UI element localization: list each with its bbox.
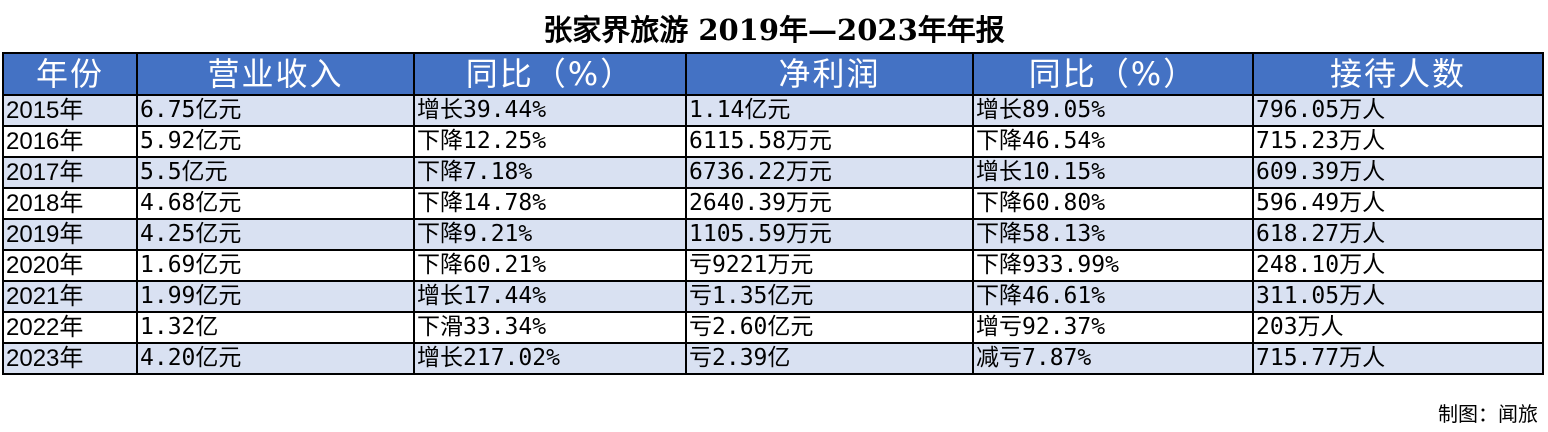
revenue-cell: 4.20亿元 xyxy=(136,342,415,375)
profit-yoy-cell: 减亏7.87% xyxy=(972,342,1254,375)
profit-yoy-cell: 增长10.15% xyxy=(972,156,1254,189)
revenue-yoy-cell: 下降9.21% xyxy=(413,218,687,251)
net-profit-cell: 1.14亿元 xyxy=(685,94,974,127)
visitors-cell: 796.05万人 xyxy=(1252,94,1544,127)
profit-yoy-cell: 下降58.13% xyxy=(972,218,1254,251)
year-cell: 2023年 xyxy=(2,342,138,375)
revenue-yoy-cell: 增长217.02% xyxy=(413,342,687,375)
header-row: 年份 营业收入 同比（%） 净利润 同比（%） 接待人数 xyxy=(2,52,1544,96)
revenue-cell: 4.25亿元 xyxy=(136,218,415,251)
table-row: 2020年 1.69亿元 下降60.21% 亏9221万元 下降933.99% 248.1… xyxy=(2,249,1544,282)
revenue-cell: 1.99亿元 xyxy=(136,280,415,313)
table-row: 2018年 4.68亿元 下降14.78% 2640.39万元 下降60.80% 596.… xyxy=(2,187,1544,220)
revenue-cell: 5.92亿元 xyxy=(136,125,415,158)
table-row: 2021年 1.99亿元 增长17.44% 亏1.35亿元 下降46.61% 311.05… xyxy=(2,280,1544,313)
revenue-cell: 5.5亿元 xyxy=(136,156,415,189)
visitors-cell: 609.39万人 xyxy=(1252,156,1544,189)
profit-yoy-cell: 下降46.61% xyxy=(972,280,1254,313)
header-revenue-yoy: 同比（%） xyxy=(413,52,687,96)
year-cell: 2015年 xyxy=(2,94,138,127)
net-profit-cell: 6115.58万元 xyxy=(685,125,974,158)
page-title: 张家界旅游 2019年—2023年年报 xyxy=(543,13,1005,47)
visitors-cell: 715.77万人 xyxy=(1252,342,1544,375)
revenue-cell: 6.75亿元 xyxy=(136,94,415,127)
year-cell: 2018年 xyxy=(2,187,138,220)
net-profit-cell: 2640.39万元 xyxy=(685,187,974,220)
year-cell: 2016年 xyxy=(2,125,138,158)
revenue-yoy-cell: 下降60.21% xyxy=(413,249,687,282)
year-cell: 2020年 xyxy=(2,249,138,282)
profit-yoy-cell: 增长89.05% xyxy=(972,94,1254,127)
visitors-cell: 715.23万人 xyxy=(1252,125,1544,158)
table-body: 2015年 6.75亿元 增长39.44% 1.14亿元 增长89.05% 796.05万… xyxy=(2,94,1544,375)
revenue-yoy-cell: 下滑33.34% xyxy=(413,311,687,344)
annual-report-table: 年份 营业收入 同比（%） 净利润 同比（%） 接待人数 2015年 6.75亿元… xyxy=(2,52,1544,375)
visitors-cell: 596.49万人 xyxy=(1252,187,1544,220)
header-revenue: 营业收入 xyxy=(136,52,415,96)
table-row: 2019年 4.25亿元 下降9.21% 1105.59万元 下降58.13% 618.2… xyxy=(2,218,1544,251)
revenue-cell: 4.68亿元 xyxy=(136,187,415,220)
credit-label: 制图：闻旅 xyxy=(1438,402,1538,426)
year-cell: 2017年 xyxy=(2,156,138,189)
net-profit-cell: 亏9221万元 xyxy=(685,249,974,282)
profit-yoy-cell: 下降60.80% xyxy=(972,187,1254,220)
profit-yoy-cell: 增亏92.37% xyxy=(972,311,1254,344)
net-profit-cell: 亏1.35亿元 xyxy=(685,280,974,313)
table-row: 2015年 6.75亿元 增长39.44% 1.14亿元 增长89.05% 796.05万… xyxy=(2,94,1544,127)
profit-yoy-cell: 下降933.99% xyxy=(972,249,1254,282)
revenue-yoy-cell: 增长39.44% xyxy=(413,94,687,127)
header-profit-yoy: 同比（%） xyxy=(972,52,1254,96)
table-row: 2022年 1.32亿 下滑33.34% 亏2.60亿元 增亏92.37% 203万人 xyxy=(2,311,1544,344)
visitors-cell: 311.05万人 xyxy=(1252,280,1544,313)
net-profit-cell: 1105.59万元 xyxy=(685,218,974,251)
revenue-cell: 1.69亿元 xyxy=(136,249,415,282)
net-profit-cell: 亏2.60亿元 xyxy=(685,311,974,344)
revenue-yoy-cell: 下降12.25% xyxy=(413,125,687,158)
visitors-cell: 248.10万人 xyxy=(1252,249,1544,282)
year-cell: 2021年 xyxy=(2,280,138,313)
header-visitors: 接待人数 xyxy=(1252,52,1544,96)
table-row: 2017年 5.5亿元 下降7.18% 6736.22万元 增长10.15% 609.39… xyxy=(2,156,1544,189)
table-row: 2016年 5.92亿元 下降12.25% 6115.58万元 下降46.54% 715.… xyxy=(2,125,1544,158)
year-cell: 2019年 xyxy=(2,218,138,251)
revenue-cell: 1.32亿 xyxy=(136,311,415,344)
revenue-yoy-cell: 下降14.78% xyxy=(413,187,687,220)
table-row: 2023年 4.20亿元 增长217.02% 亏2.39亿 减亏7.87% 715.77万… xyxy=(2,342,1544,375)
visitors-cell: 203万人 xyxy=(1252,311,1544,344)
net-profit-cell: 6736.22万元 xyxy=(685,156,974,189)
revenue-yoy-cell: 增长17.44% xyxy=(413,280,687,313)
year-cell: 2022年 xyxy=(2,311,138,344)
visitors-cell: 618.27万人 xyxy=(1252,218,1544,251)
header-year: 年份 xyxy=(2,52,138,96)
net-profit-cell: 亏2.39亿 xyxy=(685,342,974,375)
revenue-yoy-cell: 下降7.18% xyxy=(413,156,687,189)
profit-yoy-cell: 下降46.54% xyxy=(972,125,1254,158)
header-net-profit: 净利润 xyxy=(685,52,974,96)
